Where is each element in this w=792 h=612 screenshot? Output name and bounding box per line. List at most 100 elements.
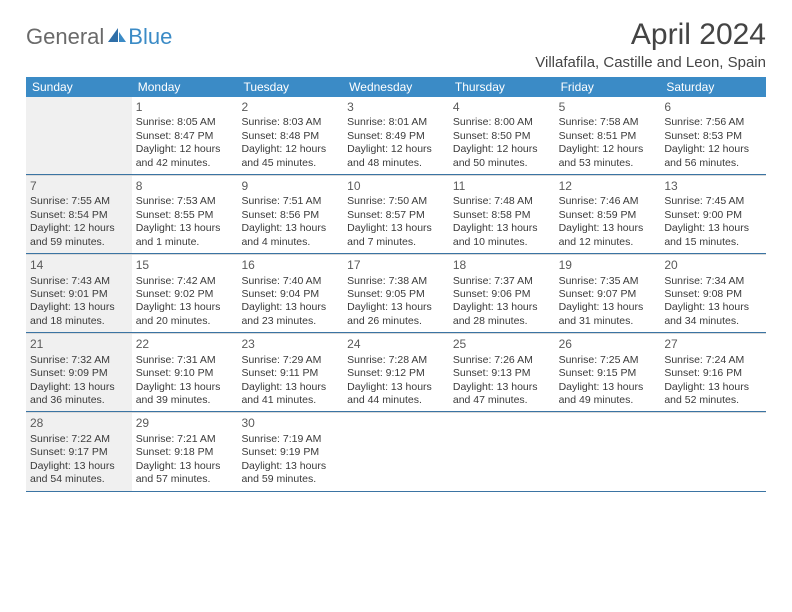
calendar-cell: 4Sunrise: 8:00 AMSunset: 8:50 PMDaylight… bbox=[449, 97, 555, 174]
calendar-week-row: 21Sunrise: 7:32 AMSunset: 9:09 PMDayligh… bbox=[26, 333, 766, 412]
weekday-header: Monday bbox=[132, 77, 238, 97]
daylight-text: Daylight: 13 hours bbox=[559, 381, 657, 394]
daylight-text: and 20 minutes. bbox=[136, 315, 234, 328]
calendar-cell: 27Sunrise: 7:24 AMSunset: 9:16 PMDayligh… bbox=[660, 333, 766, 411]
daylight-text: and 57 minutes. bbox=[136, 473, 234, 486]
calendar-cell: 22Sunrise: 7:31 AMSunset: 9:10 PMDayligh… bbox=[132, 333, 238, 411]
calendar-cell: 19Sunrise: 7:35 AMSunset: 9:07 PMDayligh… bbox=[555, 254, 661, 332]
brand-logo: General Blue bbox=[26, 18, 172, 50]
calendar-cell: 23Sunrise: 7:29 AMSunset: 9:11 PMDayligh… bbox=[237, 333, 343, 411]
daylight-text: and 50 minutes. bbox=[453, 157, 551, 170]
daylight-text: and 15 minutes. bbox=[664, 236, 762, 249]
daylight-text: Daylight: 12 hours bbox=[136, 143, 234, 156]
calendar-cell: 28Sunrise: 7:22 AMSunset: 9:17 PMDayligh… bbox=[26, 412, 132, 490]
daylight-text: Daylight: 13 hours bbox=[30, 301, 128, 314]
sail-icon bbox=[106, 24, 128, 50]
calendar-cell: 15Sunrise: 7:42 AMSunset: 9:02 PMDayligh… bbox=[132, 254, 238, 332]
daylight-text: and 49 minutes. bbox=[559, 394, 657, 407]
daylight-text: Daylight: 12 hours bbox=[241, 143, 339, 156]
sunrise-text: Sunrise: 8:05 AM bbox=[136, 116, 234, 129]
sunset-text: Sunset: 9:06 PM bbox=[453, 288, 551, 301]
weekday-header: Saturday bbox=[660, 77, 766, 97]
day-number: 17 bbox=[347, 258, 445, 273]
sunset-text: Sunset: 8:53 PM bbox=[664, 130, 762, 143]
daylight-text: Daylight: 13 hours bbox=[241, 301, 339, 314]
sunset-text: Sunset: 8:54 PM bbox=[30, 209, 128, 222]
day-number: 10 bbox=[347, 179, 445, 194]
day-number: 5 bbox=[559, 100, 657, 115]
day-number: 30 bbox=[241, 416, 339, 431]
sunrise-text: Sunrise: 7:53 AM bbox=[136, 195, 234, 208]
sunset-text: Sunset: 9:11 PM bbox=[241, 367, 339, 380]
calendar-cell: 11Sunrise: 7:48 AMSunset: 8:58 PMDayligh… bbox=[449, 175, 555, 253]
day-number: 7 bbox=[30, 179, 128, 194]
sunrise-text: Sunrise: 7:50 AM bbox=[347, 195, 445, 208]
sunset-text: Sunset: 8:56 PM bbox=[241, 209, 339, 222]
sunrise-text: Sunrise: 8:03 AM bbox=[241, 116, 339, 129]
calendar-cell: 5Sunrise: 7:58 AMSunset: 8:51 PMDaylight… bbox=[555, 97, 661, 174]
daylight-text: Daylight: 13 hours bbox=[30, 460, 128, 473]
sunset-text: Sunset: 8:47 PM bbox=[136, 130, 234, 143]
daylight-text: Daylight: 13 hours bbox=[136, 222, 234, 235]
brand-part2: Blue bbox=[128, 24, 172, 50]
day-number: 18 bbox=[453, 258, 551, 273]
calendar-cell: 20Sunrise: 7:34 AMSunset: 9:08 PMDayligh… bbox=[660, 254, 766, 332]
day-number: 20 bbox=[664, 258, 762, 273]
sunrise-text: Sunrise: 7:31 AM bbox=[136, 354, 234, 367]
daylight-text: Daylight: 13 hours bbox=[664, 222, 762, 235]
sunset-text: Sunset: 9:01 PM bbox=[30, 288, 128, 301]
sunset-text: Sunset: 9:04 PM bbox=[241, 288, 339, 301]
calendar-cell: 30Sunrise: 7:19 AMSunset: 9:19 PMDayligh… bbox=[237, 412, 343, 490]
sunset-text: Sunset: 9:13 PM bbox=[453, 367, 551, 380]
calendar-cell: 14Sunrise: 7:43 AMSunset: 9:01 PMDayligh… bbox=[26, 254, 132, 332]
daylight-text: and 54 minutes. bbox=[30, 473, 128, 486]
sunrise-text: Sunrise: 7:19 AM bbox=[241, 433, 339, 446]
calendar-week-row: 28Sunrise: 7:22 AMSunset: 9:17 PMDayligh… bbox=[26, 412, 766, 491]
daylight-text: and 10 minutes. bbox=[453, 236, 551, 249]
sunset-text: Sunset: 9:19 PM bbox=[241, 446, 339, 459]
page-header: General Blue April 2024 Villafafila, Cas… bbox=[26, 18, 766, 71]
daylight-text: Daylight: 13 hours bbox=[664, 301, 762, 314]
day-number: 28 bbox=[30, 416, 128, 431]
sunrise-text: Sunrise: 7:46 AM bbox=[559, 195, 657, 208]
calendar-cell-empty bbox=[555, 412, 661, 490]
sunset-text: Sunset: 9:00 PM bbox=[664, 209, 762, 222]
sunset-text: Sunset: 9:12 PM bbox=[347, 367, 445, 380]
day-number: 16 bbox=[241, 258, 339, 273]
sunrise-text: Sunrise: 7:26 AM bbox=[453, 354, 551, 367]
day-number: 25 bbox=[453, 337, 551, 352]
day-number: 19 bbox=[559, 258, 657, 273]
calendar-cell: 7Sunrise: 7:55 AMSunset: 8:54 PMDaylight… bbox=[26, 175, 132, 253]
calendar-cell: 2Sunrise: 8:03 AMSunset: 8:48 PMDaylight… bbox=[237, 97, 343, 174]
calendar-cell: 1Sunrise: 8:05 AMSunset: 8:47 PMDaylight… bbox=[132, 97, 238, 174]
sunrise-text: Sunrise: 7:40 AM bbox=[241, 275, 339, 288]
sunrise-text: Sunrise: 7:29 AM bbox=[241, 354, 339, 367]
sunrise-text: Sunrise: 7:22 AM bbox=[30, 433, 128, 446]
calendar-cell: 13Sunrise: 7:45 AMSunset: 9:00 PMDayligh… bbox=[660, 175, 766, 253]
title-block: April 2024 Villafafila, Castille and Leo… bbox=[535, 18, 766, 71]
weeks-container: 1Sunrise: 8:05 AMSunset: 8:47 PMDaylight… bbox=[26, 97, 766, 492]
sunrise-text: Sunrise: 8:00 AM bbox=[453, 116, 551, 129]
sunset-text: Sunset: 9:05 PM bbox=[347, 288, 445, 301]
sunset-text: Sunset: 9:09 PM bbox=[30, 367, 128, 380]
sunrise-text: Sunrise: 7:35 AM bbox=[559, 275, 657, 288]
calendar-cell: 26Sunrise: 7:25 AMSunset: 9:15 PMDayligh… bbox=[555, 333, 661, 411]
day-number: 15 bbox=[136, 258, 234, 273]
calendar-cell-empty bbox=[449, 412, 555, 490]
day-number: 29 bbox=[136, 416, 234, 431]
sunrise-text: Sunrise: 7:48 AM bbox=[453, 195, 551, 208]
daylight-text: and 4 minutes. bbox=[241, 236, 339, 249]
calendar-cell: 3Sunrise: 8:01 AMSunset: 8:49 PMDaylight… bbox=[343, 97, 449, 174]
calendar-cell-empty bbox=[660, 412, 766, 490]
sunset-text: Sunset: 9:15 PM bbox=[559, 367, 657, 380]
sunset-text: Sunset: 8:49 PM bbox=[347, 130, 445, 143]
day-number: 3 bbox=[347, 100, 445, 115]
sunset-text: Sunset: 9:10 PM bbox=[136, 367, 234, 380]
day-number: 23 bbox=[241, 337, 339, 352]
daylight-text: and 56 minutes. bbox=[664, 157, 762, 170]
daylight-text: and 23 minutes. bbox=[241, 315, 339, 328]
calendar-cell: 16 Sunrise: 7:40 AMSunset: 9:04 PMDayligh… bbox=[237, 254, 343, 332]
calendar-cell: 12Sunrise: 7:46 AMSunset: 8:59 PMDayligh… bbox=[555, 175, 661, 253]
daylight-text: Daylight: 13 hours bbox=[347, 381, 445, 394]
daylight-text: Daylight: 12 hours bbox=[453, 143, 551, 156]
